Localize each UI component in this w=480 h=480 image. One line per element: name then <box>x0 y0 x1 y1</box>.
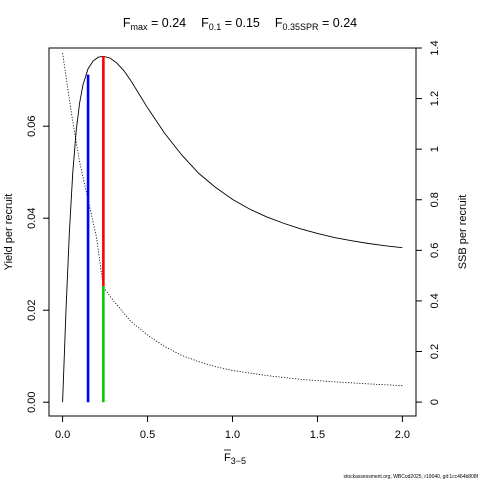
chart-title: Fmax = 0.24 F0.1 = 0.15 F0.35SPR = 0.24 <box>123 16 357 32</box>
footnote: stockassessment.org, WBCod2025, r19040, … <box>343 474 478 480</box>
y-right-tick-label: 1.2 <box>429 91 441 106</box>
y-right-tick-label: 1.4 <box>429 40 441 55</box>
y-right-tick-label: 0.2 <box>429 344 441 359</box>
y-axis-right: 0 0.2 0.4 0.6 0.8 1 1.2 1.4 <box>416 40 441 405</box>
x-axis-title: F3−5 <box>224 449 246 466</box>
reference-lines-layer <box>86 56 105 403</box>
x-tick-label: 1.5 <box>310 429 325 441</box>
ssb-per-recruit-line <box>62 53 403 387</box>
series-layer <box>62 53 403 403</box>
x-tick-label: 0.5 <box>140 429 155 441</box>
y-right-tick-label: 0 <box>429 399 441 405</box>
x-axis-title-main: F <box>224 452 231 464</box>
y-right-tick-label: 0.6 <box>429 243 441 258</box>
x-axis: 0.0 0.5 1.0 1.5 2.0 <box>55 415 410 441</box>
x-tick-label: 2.0 <box>395 429 410 441</box>
y-left-tick-label: 0.04 <box>26 207 38 228</box>
y-left-tick-label: 0.00 <box>26 391 38 412</box>
x-axis-title-sub: 3−5 <box>231 456 246 466</box>
y-left-tick-label: 0.02 <box>26 299 38 320</box>
svg-text:F3−5: F3−5 <box>224 452 246 466</box>
y-right-tick-label: 0.8 <box>429 192 441 207</box>
x-tick-label: 1.0 <box>225 429 240 441</box>
x-tick-label: 0.0 <box>55 429 70 441</box>
y-right-tick-label: 1 <box>429 146 441 152</box>
yield-per-recruit-line <box>62 55 403 403</box>
y-right-tick-label: 0.4 <box>429 293 441 308</box>
y-axis-left-title: Yield per recruit <box>3 194 15 271</box>
y-axis-right-title: SSB per recruit <box>457 195 469 270</box>
y-left-tick-label: 0.06 <box>26 115 38 136</box>
y-axis-left: 0.00 0.02 0.04 0.06 <box>26 115 49 413</box>
